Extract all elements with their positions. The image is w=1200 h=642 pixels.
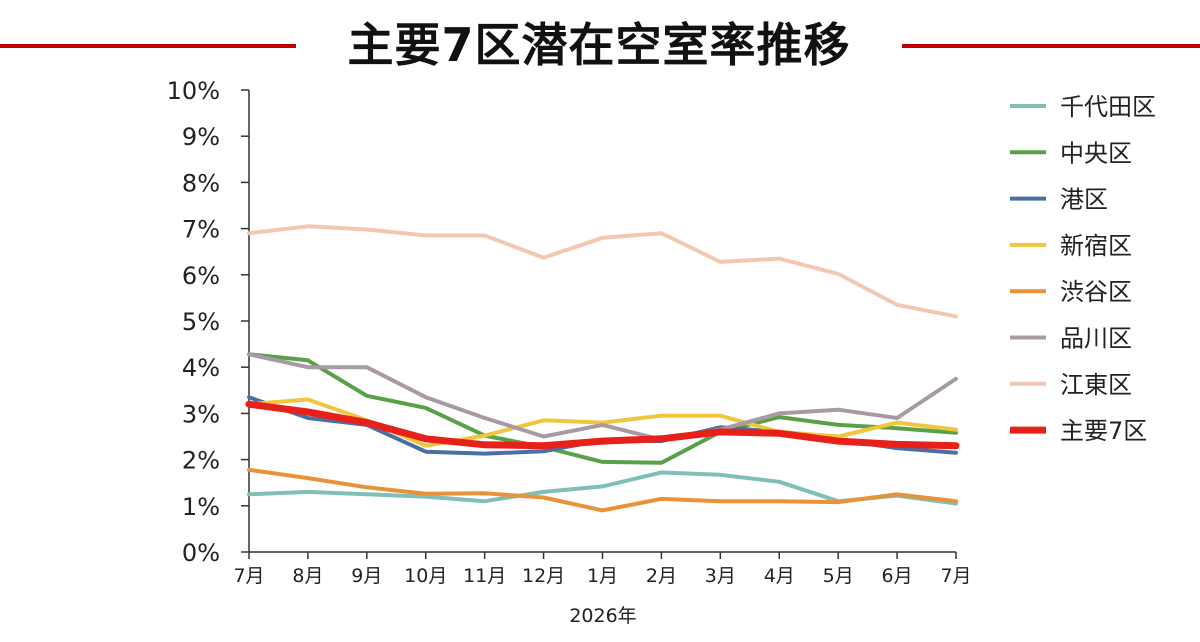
legend-label: 中央区 [1060,139,1132,167]
series-line-8 [245,400,960,450]
y-tick-label: 2% [182,447,220,475]
x-axis-ticks: 7月 8月 9月 10月 11月 12月 1月 2月 3月 4月 5月 6月 7月 [233,552,972,587]
title-rule-right [902,44,1200,48]
chart-title: 主要7区潜在空室率推移 [347,18,851,72]
x-tick-label: 4月 [764,565,795,587]
legend-label: 港区 [1060,186,1108,214]
x-axis-label: 2026年 [569,605,636,627]
y-tick-label: 3% [182,400,220,428]
legend-label: 千代田区 [1060,93,1156,121]
x-tick-label: 1月 [587,565,618,587]
axes [248,90,956,553]
x-tick-label: 7月 [233,565,264,587]
x-tick-label: 12月 [522,565,565,587]
x-tick-label: 8月 [292,565,323,587]
series-line-6 [247,352,958,442]
y-tick-label: 1% [182,493,220,521]
x-tick-label: 11月 [463,565,506,587]
y-tick-label: 4% [182,354,220,382]
x-tick-label: 2月 [646,565,677,587]
x-tick-label: 10月 [404,565,447,587]
y-tick-label: 0% [182,539,220,567]
series-line-5 [247,467,958,513]
title-rule-left [0,44,296,48]
legend-label: 渋谷区 [1060,278,1132,306]
series-line-2 [247,352,958,465]
y-tick-label: 5% [182,308,220,336]
y-tick-label: 9% [182,123,220,151]
x-tick-label: 7月 [940,565,971,587]
legend-label: 主要7区 [1060,417,1147,445]
x-tick-label: 9月 [351,565,382,587]
legend-label: 品川区 [1060,325,1132,353]
y-tick-label: 10% [167,77,220,105]
x-tick-label: 6月 [882,565,913,587]
title-bar: 主要7区潜在空室率推移 [0,0,1200,95]
y-tick-label: 6% [182,262,220,290]
y-tick-label: 7% [182,216,220,244]
y-axis-ticks: 0% 1% 2% 3% 4% 5% 6% 7% 8% 9% 10% [167,77,249,567]
legend-label: 新宿区 [1060,232,1132,260]
series-lines [245,224,960,513]
x-tick-label: 5月 [823,565,854,587]
legend-label: 江東区 [1060,371,1132,399]
x-tick-label: 3月 [705,565,736,587]
y-tick-label: 8% [182,169,220,197]
series-line-7 [247,224,958,319]
